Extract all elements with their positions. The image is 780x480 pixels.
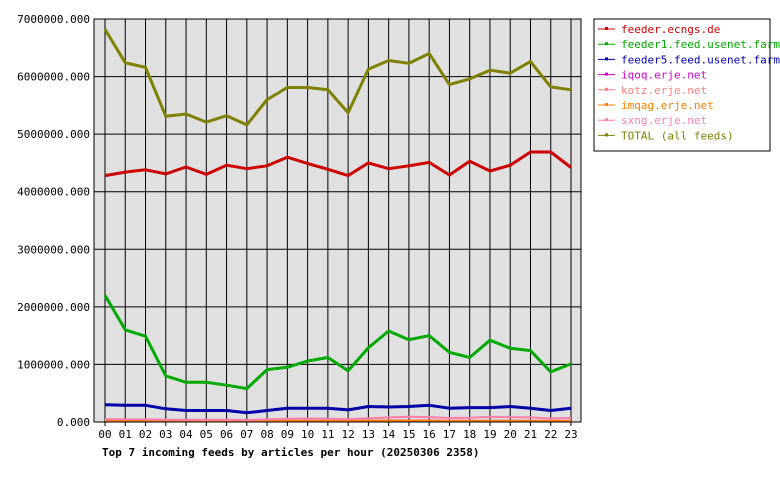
legend-marker [605,87,608,91]
series-line-1 [103,294,572,391]
legend-marker [605,118,608,122]
x-tick-label: 19 [483,428,496,441]
series-line-6 [104,415,572,421]
y-tick-label: 1000000.000 [17,358,90,371]
legend-marker [605,42,608,46]
legend-label: imqag.erje.net [621,99,714,112]
y-tick-label: 5000000.000 [17,128,90,141]
x-tick-label: 07 [240,428,253,441]
y-tick-label: 6000000.000 [17,71,90,84]
plot-area [94,19,581,422]
series-line-7 [103,28,572,127]
x-tick-label: 13 [362,428,375,441]
legend-marker [605,27,608,30]
grid-lines [94,18,581,423]
x-tick-label: 12 [342,428,355,441]
legend-label: sxng.erje.net [621,114,707,127]
x-tick-label: 09 [281,428,294,441]
axes [93,18,582,426]
x-tick-label: 22 [544,428,557,441]
y-tick-label: 7000000.000 [17,13,90,26]
legend-label: TOTAL (all feeds) [621,129,734,142]
series-lines [103,28,572,423]
legend-marker [605,72,608,76]
x-tick-label: 03 [159,428,172,441]
x-tick-label: 23 [564,428,577,441]
plot-background [94,19,581,422]
x-tick-label: 14 [382,428,396,441]
series-line-2 [104,403,572,415]
legend: feeder.ecngs.de feeder1.feed.usenet.farm f… [593,18,780,152]
x-tick-label: 06 [220,428,233,441]
y-tick-label: 0.000 [57,416,90,429]
x-tick-label: 21 [524,428,537,441]
chart-title: Top 7 incoming feeds by articles per hou… [102,446,480,459]
x-tick-label: 10 [301,428,314,441]
legend-label: feeder5.feed.usenet.farm [621,53,780,66]
series-line-0 [104,150,572,178]
x-tick-label: 00 [98,428,111,441]
legend-marker [605,103,608,106]
x-tick-label: 11 [321,428,334,441]
legend-label: kotz.erje.net [621,84,707,97]
y-tick-label: 3000000.000 [17,243,90,256]
legend-label: iqoq.erje.net [621,69,707,82]
legend-marker [605,133,608,137]
series-line-5 [104,419,572,423]
x-tick-label: 04 [179,428,193,441]
x-tick-label: 08 [260,428,273,441]
plot-border [93,18,582,423]
y-tick-label: 2000000.000 [17,301,90,314]
y-tick-label: 4000000.000 [17,186,90,199]
x-tick-label: 16 [423,428,436,441]
x-tick-label: 05 [200,428,213,441]
x-tick-label: 15 [402,428,415,441]
x-tick-label: 02 [139,428,152,441]
x-tick-label: 18 [463,428,476,441]
x-tick-label: 17 [443,428,456,441]
x-tick-label: 01 [119,428,132,441]
legend-label: feeder1.feed.usenet.farm [621,38,780,51]
legend-label: feeder.ecngs.de [621,23,720,36]
x-tick-label: 20 [504,428,517,441]
legend-box [593,18,771,152]
tick-labels: 0.000 1000000.000 2000000.000 3000000.000 40… [17,13,577,441]
legend-marker [605,57,608,61]
